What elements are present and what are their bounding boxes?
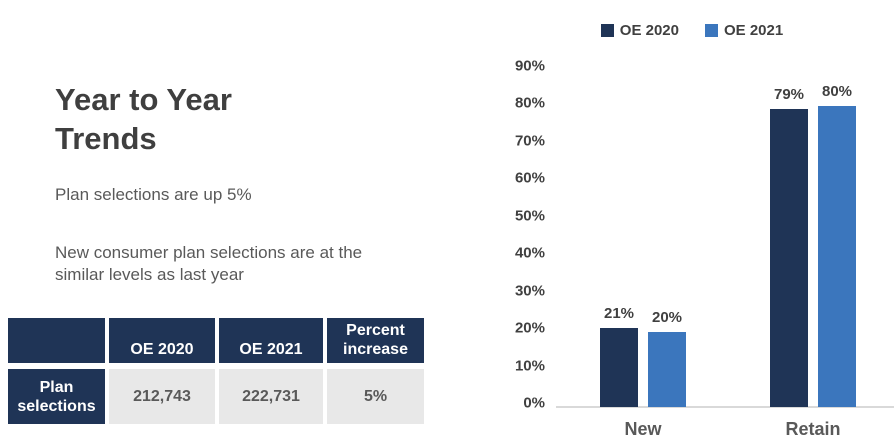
category-label-retain: Retain xyxy=(785,419,841,439)
legend-label: OE 2021 xyxy=(724,22,784,39)
table-header-percent-increase: Percent increase xyxy=(327,318,424,363)
table-header-oe-2021: OE 2021 xyxy=(219,318,323,363)
subtitle-new-consumer: New consumer plan selections are at the … xyxy=(55,243,363,284)
bar-value-label-oe-2020-retain: 79% xyxy=(773,86,805,103)
table-cell-percent-increase: 5% xyxy=(327,369,424,424)
subtitle-plan-selections: Plan selections are up 5% xyxy=(55,185,252,204)
page-title: Year to Year Trends xyxy=(55,82,232,156)
bar-value-label-oe-2021-retain: 80% xyxy=(821,83,853,100)
x-axis-line xyxy=(556,406,894,408)
y-axis-tick-60pct: 60% xyxy=(514,169,545,187)
legend-item-oe-2020: OE 2020 xyxy=(600,22,679,39)
legend-label: OE 2020 xyxy=(619,22,679,39)
table-header-oe-2020: OE 2020 xyxy=(109,318,215,363)
y-axis-tick-30pct: 30% xyxy=(514,282,545,300)
y-axis-tick-70pct: 70% xyxy=(514,132,545,150)
legend-item-oe-2021: OE 2021 xyxy=(705,22,783,39)
table-header-blank xyxy=(8,318,105,363)
table-row-label: Plan selections xyxy=(8,369,105,424)
category-label-new: New xyxy=(624,419,662,439)
bar-value-label-oe-2021-new: 20% xyxy=(651,309,683,326)
legend-swatch-oe-2020 xyxy=(600,24,614,37)
table-cell-oe-2020: 212,743 xyxy=(109,369,215,424)
y-axis-tick-40pct: 40% xyxy=(514,244,545,262)
y-axis-tick-90pct: 90% xyxy=(514,57,545,75)
table-cell-oe-2021: 222,731 xyxy=(219,369,323,424)
bar-chart: OE 2020 OE 2021 0% 10% 20% 30% 40% 50% 60% 70% 80… xyxy=(490,0,894,445)
bar-value-label-oe-2020-new: 21% xyxy=(603,305,635,322)
bar-oe-2021-retain xyxy=(818,106,856,407)
chart-legend: OE 2020 OE 2021 xyxy=(490,22,894,39)
y-axis-tick-80pct: 80% xyxy=(514,94,545,112)
bar-oe-2021-new xyxy=(648,332,686,407)
plan-selections-table: OE 2020 OE 2021 Percent increase Plan se… xyxy=(8,318,424,424)
y-axis-tick-20pct: 20% xyxy=(514,319,545,337)
y-axis-tick-0pct: 0% xyxy=(523,394,545,412)
bar-oe-2020-new xyxy=(600,328,638,407)
y-axis-tick-10pct: 10% xyxy=(514,357,545,375)
y-axis-tick-50pct: 50% xyxy=(514,207,545,225)
legend-swatch-oe-2021 xyxy=(705,24,718,37)
bar-oe-2020-retain xyxy=(770,109,808,407)
